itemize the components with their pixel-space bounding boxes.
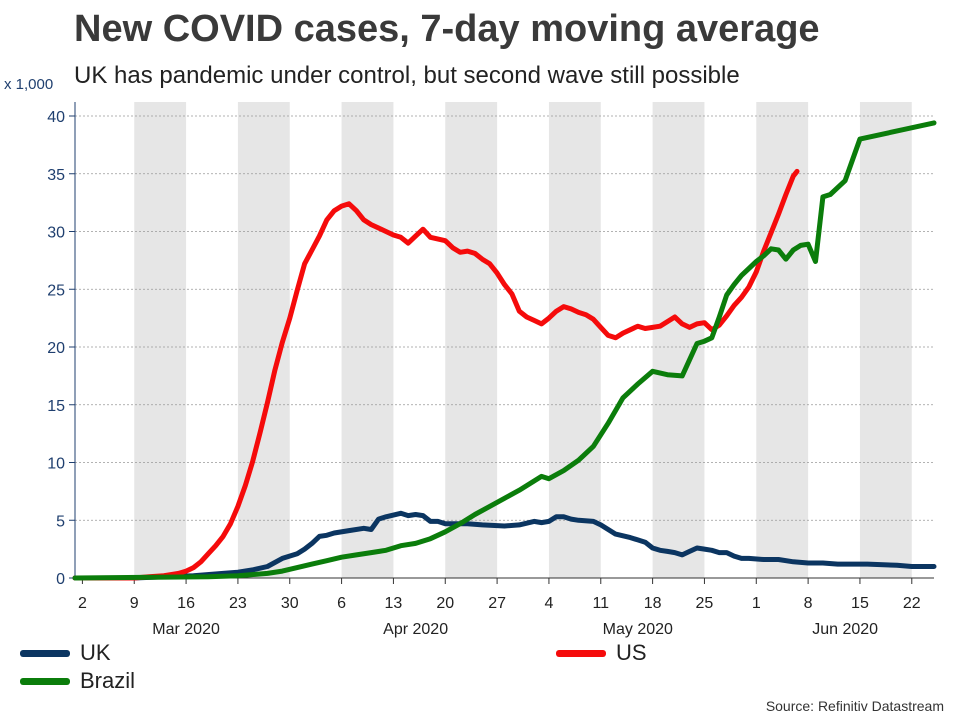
month-label: Apr 2020	[383, 621, 448, 638]
week-band-6	[756, 102, 809, 578]
y-tick-label: 30	[47, 225, 65, 242]
month-label: May 2020	[603, 621, 673, 638]
series-lines	[72, 120, 937, 581]
x-tick-label: 18	[644, 595, 662, 612]
x-tick-label: 23	[229, 595, 247, 612]
legend-swatch-brazil	[20, 677, 70, 685]
chart-title: New COVID cases, 7-day moving average	[74, 8, 820, 50]
x-tick-label: 2	[78, 595, 87, 612]
x-tick-label: 1	[752, 595, 761, 612]
x-tick-label: 8	[804, 595, 813, 612]
x-tick-label: 16	[177, 595, 195, 612]
x-tick-label: 25	[696, 595, 714, 612]
legend-item-uk: UK	[20, 640, 111, 666]
legend-swatch-uk	[20, 649, 70, 657]
month-label: Mar 2020	[152, 621, 220, 638]
chart-subtitle: UK has pandemic under control, but secon…	[74, 62, 740, 89]
week-band-2	[341, 102, 394, 578]
y-tick-label: 20	[47, 340, 65, 357]
y-tick-label: 40	[47, 109, 65, 126]
week-bands	[134, 102, 912, 578]
source-note: Source: Refinitiv Datastream	[765, 698, 944, 714]
x-tick-label: 4	[544, 595, 553, 612]
series-line-us	[72, 168, 800, 581]
legend-label-brazil: Brazil	[80, 668, 136, 693]
legend-label-us: US	[616, 640, 647, 665]
week-band-4	[548, 102, 601, 578]
y-tick-label: 5	[56, 513, 65, 530]
series-line-brazil	[72, 120, 937, 581]
week-band-0	[134, 102, 187, 578]
week-band-7	[859, 102, 912, 578]
y-tick-label: 15	[47, 398, 65, 415]
x-tick-label: 20	[436, 595, 454, 612]
legend-item-us: US	[556, 640, 647, 666]
x-tick-label: 30	[281, 595, 299, 612]
legend-swatch-us	[556, 649, 606, 657]
x-tick-label: 6	[337, 595, 346, 612]
y-tick-label: 35	[47, 167, 65, 184]
week-band-5	[652, 102, 705, 578]
y-tick-label: 10	[47, 456, 65, 473]
legend-label-uk: UK	[80, 640, 111, 665]
series-line-uk	[72, 510, 937, 581]
x-tick-label: 22	[903, 595, 921, 612]
x-tick-label: 13	[385, 595, 403, 612]
x-tick-label: 11	[592, 595, 609, 612]
month-label: Jun 2020	[812, 621, 878, 638]
x-tick-label: 27	[488, 595, 506, 612]
week-band-3	[445, 102, 498, 578]
y-tick-label: 25	[47, 282, 65, 299]
legend-item-brazil: Brazil	[20, 668, 135, 694]
x-tick-label: 15	[851, 595, 869, 612]
y-axis-unit-label: x 1,000	[4, 76, 54, 93]
x-tick-label: 9	[130, 595, 139, 612]
y-tick-label: 0	[56, 571, 65, 588]
